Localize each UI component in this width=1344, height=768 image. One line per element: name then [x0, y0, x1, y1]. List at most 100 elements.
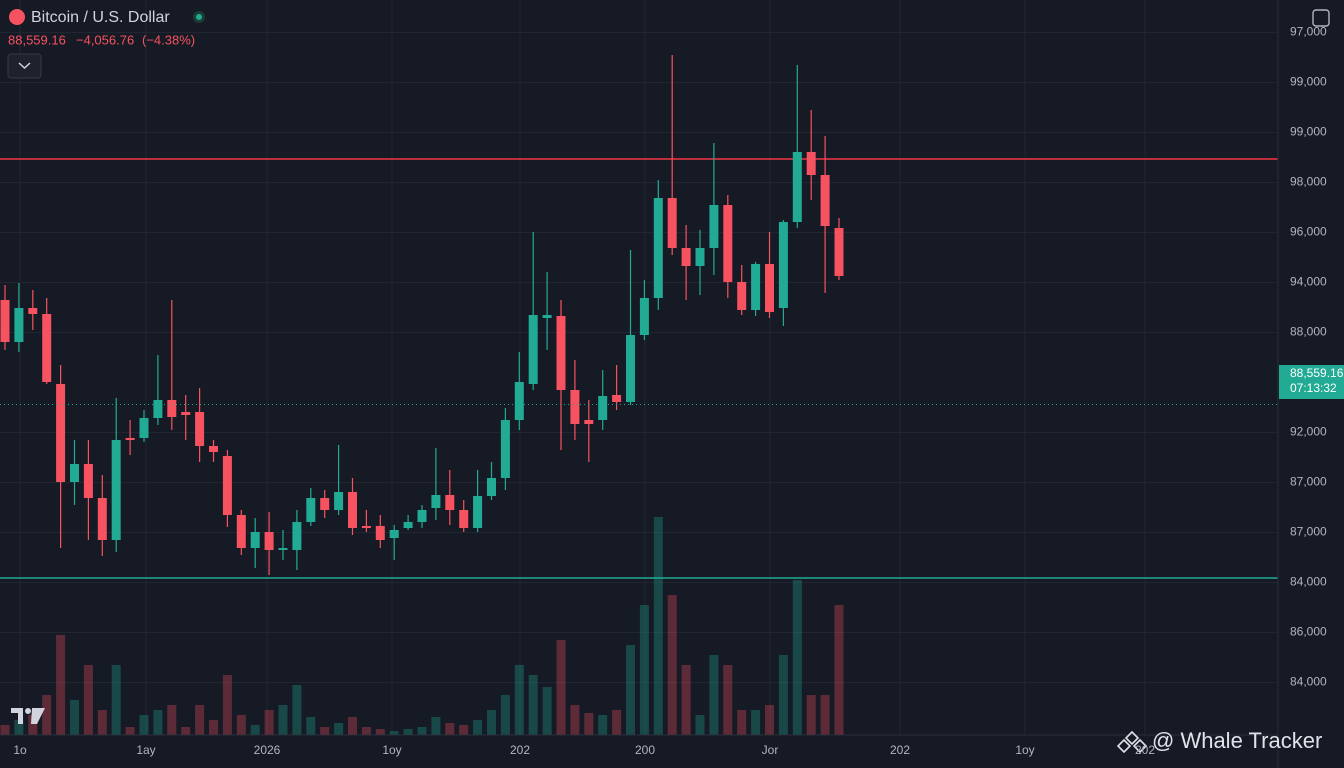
candle-body [125, 438, 135, 440]
volume-bar [806, 695, 816, 735]
y-tick-label: 96,000 [1290, 225, 1327, 239]
volume-bar [751, 710, 761, 735]
candle-body [209, 446, 218, 452]
x-tick-label: 202 [890, 743, 910, 757]
candle-body [653, 198, 663, 298]
volume-bar [778, 655, 788, 735]
candle-body [598, 396, 608, 420]
candle-body [765, 264, 774, 312]
volume-bar [820, 695, 830, 735]
candle-body [612, 395, 622, 402]
candle-body [556, 316, 566, 390]
volume-bar [348, 717, 357, 735]
volume-bar [167, 705, 177, 735]
candle-body [792, 152, 802, 222]
candle-body [500, 420, 510, 478]
candle-body [361, 526, 371, 528]
candle-body [626, 335, 635, 402]
x-tick-label: 2026 [254, 743, 281, 757]
volume-bar [403, 729, 413, 735]
volume-bar [181, 727, 191, 735]
candle-body [70, 464, 79, 482]
x-tick-label: 1oy [382, 743, 401, 757]
candle-body [445, 495, 455, 510]
volume-bar [723, 665, 733, 735]
volume-bar [667, 595, 677, 735]
volume-bar [0, 725, 10, 735]
header-change: −4,056.76 [76, 32, 134, 47]
volume-bar [97, 710, 107, 735]
candle-body [389, 530, 399, 538]
candle-body [181, 412, 191, 415]
volume-bar [320, 727, 330, 735]
volume-bar [222, 675, 232, 735]
volume-bar [570, 705, 580, 735]
volume-bar [639, 605, 649, 735]
candle-body [348, 492, 357, 528]
volume-bar [792, 580, 802, 735]
volume-bar [111, 665, 121, 735]
volume-bar [83, 665, 93, 735]
candle-body [584, 420, 594, 424]
tv-logo [11, 708, 45, 724]
volume-bar [445, 723, 455, 735]
collapse-button[interactable] [7, 53, 42, 79]
candle-body [709, 205, 719, 248]
x-tick-label: Jor [762, 743, 779, 757]
volume-bar [542, 687, 552, 735]
volume-bar [139, 715, 149, 735]
x-tick-label: 1ay [136, 743, 155, 757]
volume-bar [598, 715, 608, 735]
candle-body [139, 418, 149, 438]
candle-body [56, 384, 66, 482]
status-dot [196, 14, 202, 20]
candle-body [167, 400, 177, 417]
volume-bar [14, 720, 24, 735]
candle-body [28, 308, 38, 314]
volume-bar [42, 695, 52, 735]
volume-bar [334, 723, 344, 735]
volume-bar [209, 720, 218, 735]
y-tick-label: 84,000 [1290, 675, 1327, 689]
volume-bar [681, 665, 691, 735]
volume-bar [361, 727, 371, 735]
x-tick-label: 200 [635, 743, 655, 757]
volume-bar [236, 715, 246, 735]
volume-bar [556, 640, 566, 735]
volume-bar [278, 705, 288, 735]
candle-body [278, 548, 288, 550]
candle-body [153, 400, 163, 418]
x-tick-label: 202 [510, 743, 530, 757]
price-label-countdown: 07:13:32 [1290, 381, 1337, 395]
candle-body [667, 198, 677, 248]
candle-body [250, 532, 260, 548]
candle-body [14, 308, 24, 342]
volume-bar [834, 605, 844, 735]
candle-body [820, 175, 830, 226]
y-tick-label: 86,000 [1290, 625, 1327, 639]
volume-bar [500, 695, 510, 735]
volume-bar [612, 710, 622, 735]
volume-bar [431, 717, 441, 735]
y-tick-label: 84,000 [1290, 575, 1327, 589]
volume-bar [306, 717, 316, 735]
candle-body [0, 300, 10, 342]
y-tick-label: 92,000 [1290, 425, 1327, 439]
y-tick-label: 87,000 [1290, 475, 1327, 489]
candle-body [320, 498, 330, 510]
y-tick-label: 99,000 [1290, 125, 1327, 139]
candle-body [528, 315, 538, 384]
top-right-icon[interactable] [1312, 9, 1330, 27]
volume-bar [56, 635, 66, 735]
volume-bar [375, 729, 385, 735]
y-tick-label: 98,000 [1290, 175, 1327, 189]
candle-body [264, 532, 274, 550]
volume-bar [70, 700, 79, 735]
candle-body [542, 315, 552, 318]
y-tick-label: 88,000 [1290, 325, 1327, 339]
candle-body [570, 390, 580, 424]
candle-body [806, 152, 816, 175]
candle-body [834, 228, 844, 276]
